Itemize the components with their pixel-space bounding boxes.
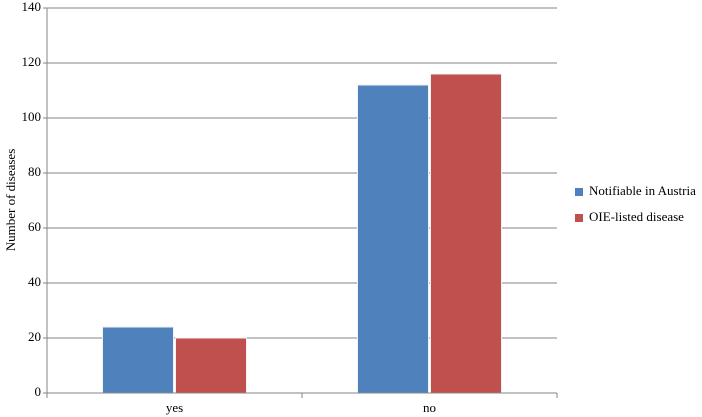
x-tick-label: yes — [166, 400, 183, 415]
y-tick-label: 120 — [22, 54, 42, 69]
y-tick-label: 100 — [22, 109, 42, 124]
legend-label: OIE-listed disease — [589, 209, 684, 224]
y-tick-label: 20 — [28, 329, 41, 344]
bar — [357, 84, 429, 394]
y-axis-title: Number of diseases — [3, 149, 18, 252]
y-tick-label: 40 — [28, 274, 41, 289]
y-tick-label: 80 — [28, 164, 41, 179]
y-tick-label: 60 — [28, 219, 41, 234]
y-tick-label: 0 — [35, 384, 42, 399]
x-tick-label: no — [423, 400, 436, 415]
legend-label: Notifiable in Austria — [589, 183, 696, 198]
legend-swatch — [575, 214, 583, 222]
legend-swatch — [575, 188, 583, 196]
bar — [102, 326, 174, 394]
y-tick-label: 140 — [22, 0, 42, 14]
bar — [175, 337, 247, 394]
bar — [430, 73, 502, 394]
